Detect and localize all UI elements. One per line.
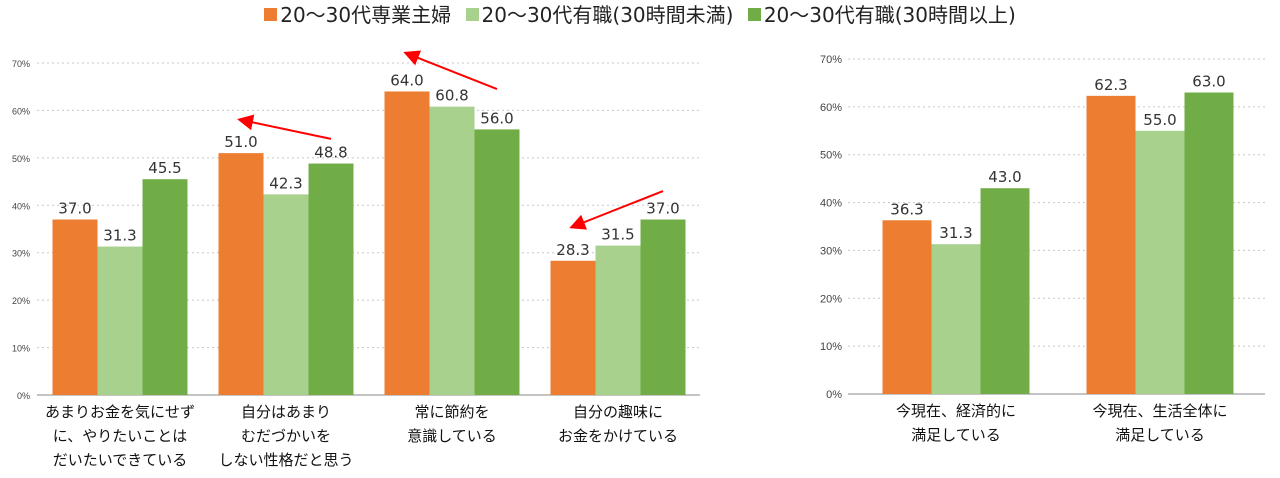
bar xyxy=(1135,130,1185,395)
bar xyxy=(263,194,309,395)
bar-value-label: 37.0 xyxy=(58,200,91,218)
bar-value-label: 56.0 xyxy=(480,109,513,127)
bar xyxy=(97,246,143,395)
bar xyxy=(550,260,596,395)
chart-legend: 20～30代専業主婦 20～30代有職(30時間未満) 20～30代有職(30時… xyxy=(0,2,1280,28)
y-tick-label: 0% xyxy=(17,391,30,401)
category-label-line: 自分はあまり xyxy=(241,403,331,421)
bar xyxy=(384,91,430,395)
bar-value-label: 55.0 xyxy=(1143,111,1176,129)
bar-value-label: 60.8 xyxy=(435,87,468,105)
category-label: 自分の趣味にお金をかけている xyxy=(558,403,678,445)
bar xyxy=(882,220,932,394)
bar xyxy=(218,153,264,395)
annotation-arrow xyxy=(569,190,664,230)
category-label-line: 満足している xyxy=(1115,426,1205,444)
legend-item-full-time: 20～30代有職(30時間以上) xyxy=(747,2,1016,28)
legend-item-housewife: 20～30代専業主婦 xyxy=(264,2,451,28)
category-label-line: しない性格だと思う xyxy=(218,451,353,469)
y-tick-label: 10% xyxy=(820,341,842,353)
bar-value-label: 62.3 xyxy=(1094,76,1127,94)
bar-value-label: 36.3 xyxy=(890,200,923,218)
annotation-arrow xyxy=(403,50,498,91)
y-tick-label: 0% xyxy=(826,389,842,401)
legend-swatch-housewife xyxy=(264,8,278,21)
bar-value-label: 63.0 xyxy=(1192,73,1225,91)
category-label-line: 常に節約を xyxy=(414,403,489,421)
legend-label-part-time: 20～30代有職(30時間未満) xyxy=(481,3,734,27)
category-label-line: 自分の趣味に xyxy=(573,403,663,421)
y-tick-label: 70% xyxy=(12,59,30,69)
bar xyxy=(52,219,98,395)
legend-item-part-time: 20～30代有職(30時間未満) xyxy=(465,2,734,28)
bar xyxy=(1086,95,1136,394)
bar xyxy=(595,245,641,395)
y-tick-label: 30% xyxy=(820,245,842,257)
y-tick-label: 20% xyxy=(820,293,842,305)
chart-panel-left: 0% 10% 20% 30% 40% 50% 60% 70% 37.0 51.0 64.0 28.3 3… xyxy=(12,50,700,469)
bar xyxy=(640,219,686,395)
bar xyxy=(474,129,520,395)
y-tick-label: 40% xyxy=(820,198,842,210)
chart-panel-right: 0% 10% 20% 30% 40% 50% 60% 70% 36.3 62.3 31.3 55.0 4… xyxy=(820,54,1265,444)
legend-label-housewife: 20～30代専業主婦 xyxy=(280,3,452,27)
bar-value-label: 51.0 xyxy=(224,133,257,151)
legend-label-full-time: 20～30代有職(30時間以上) xyxy=(763,3,1016,27)
bar-value-label: 28.3 xyxy=(556,241,589,259)
category-label-line: 意識している xyxy=(407,427,497,445)
category-label-line: お金をかけている xyxy=(558,427,678,445)
legend-swatch-full-time xyxy=(747,8,761,21)
bar xyxy=(980,188,1030,394)
category-label-line: に、やりたいことは xyxy=(53,427,188,445)
category-label: 今現在、経済的に満足している xyxy=(896,402,1016,444)
y-tick-label: 20% xyxy=(12,296,30,306)
bar xyxy=(1184,92,1234,394)
y-tick-label: 60% xyxy=(820,102,842,114)
category-label-line: だいたいできている xyxy=(53,451,188,469)
y-tick-label: 30% xyxy=(12,249,30,259)
category-label: 今現在、生活全体に満足している xyxy=(1092,402,1227,444)
annotation-arrow xyxy=(237,114,332,140)
category-label-line: 今現在、生活全体に xyxy=(1092,402,1227,420)
category-label-line: あまりお金を気にせず xyxy=(45,403,195,421)
category-label-line: むだづかいを xyxy=(241,427,331,445)
category-label-line: 満足している xyxy=(911,426,1001,444)
bar-value-label: 43.0 xyxy=(988,168,1021,186)
category-label-line: 今現在、経済的に xyxy=(896,402,1016,420)
bar-value-label: 45.5 xyxy=(148,159,181,177)
bar-value-label: 31.3 xyxy=(939,224,972,242)
category-label: 自分はあまりむだづかいをしない性格だと思う xyxy=(218,403,353,469)
category-label: 常に節約を意識している xyxy=(407,403,497,445)
y-tick-label: 50% xyxy=(820,150,842,162)
y-tick-label: 70% xyxy=(820,54,842,66)
y-tick-label: 50% xyxy=(12,154,30,164)
bar xyxy=(429,106,475,396)
legend-swatch-part-time xyxy=(465,8,479,21)
y-tick-label: 10% xyxy=(12,344,30,354)
category-label: あまりお金を気にせずに、やりたいことはだいたいできている xyxy=(45,403,195,469)
bar xyxy=(931,244,981,394)
bar-value-label: 37.0 xyxy=(646,200,679,218)
bar-value-label: 64.0 xyxy=(390,71,423,89)
bar xyxy=(142,179,188,395)
bar-value-label: 42.3 xyxy=(269,174,302,192)
bar-value-label: 31.5 xyxy=(601,226,634,244)
y-tick-label: 40% xyxy=(12,201,30,211)
y-tick-label: 60% xyxy=(12,106,30,116)
bar-value-label: 31.3 xyxy=(103,227,136,245)
bar-value-label: 48.8 xyxy=(314,144,347,162)
bar xyxy=(308,163,354,395)
